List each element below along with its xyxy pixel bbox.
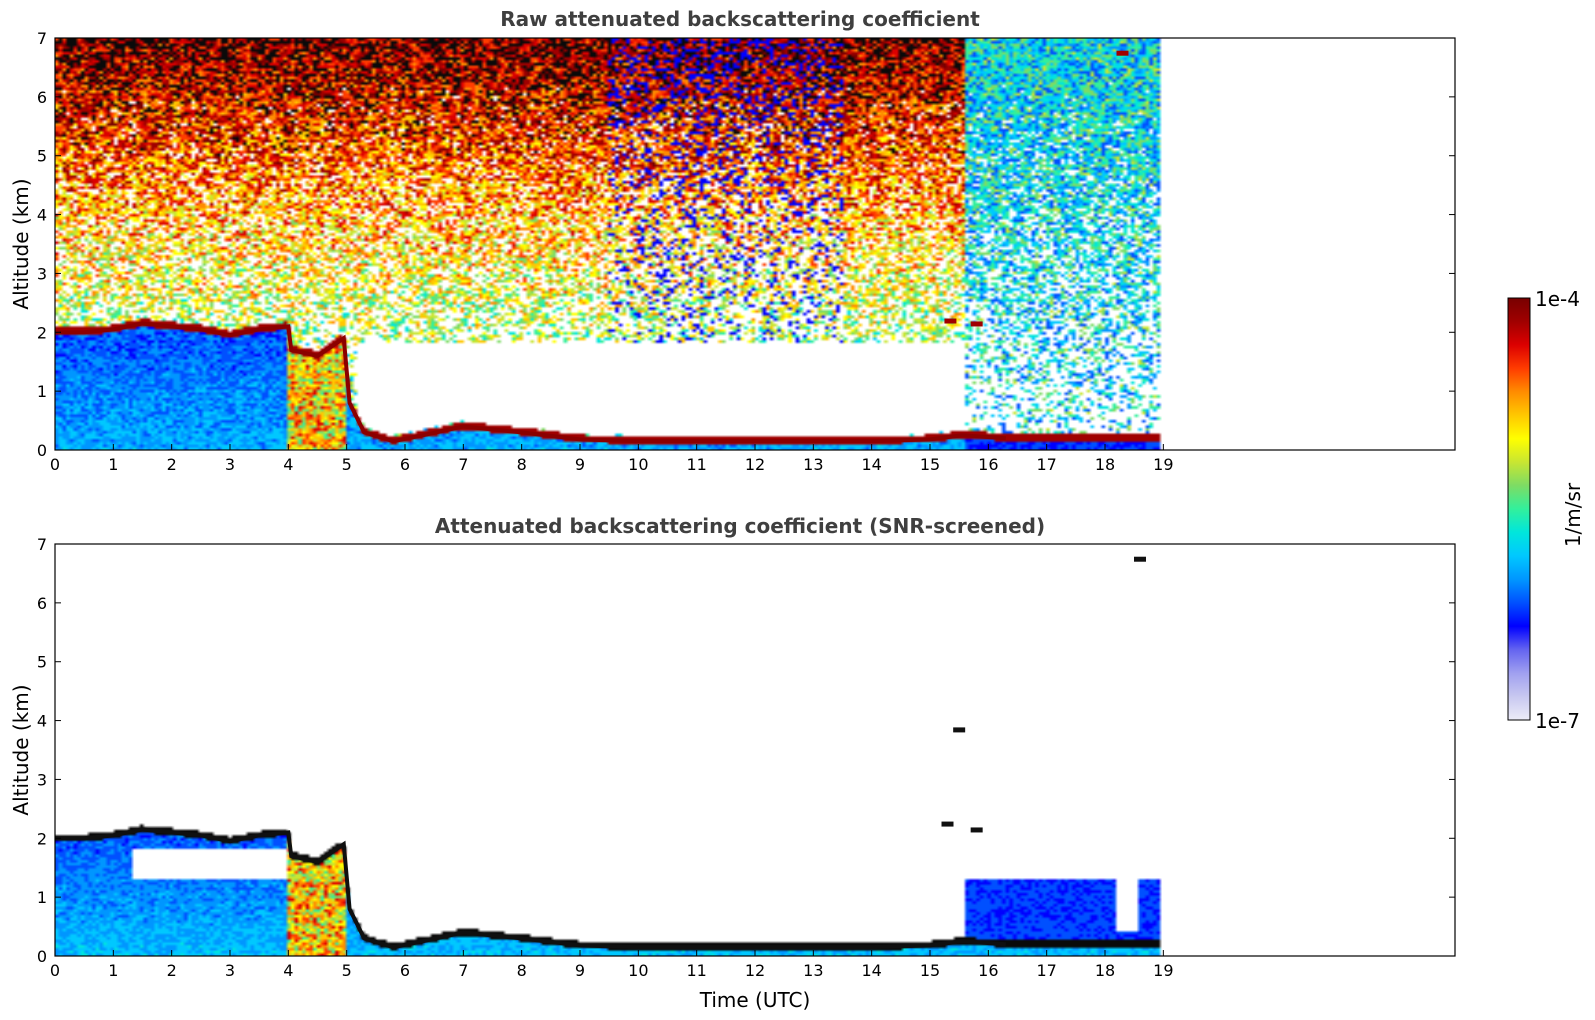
colorbar-gradient	[1507, 297, 1531, 721]
screened-x-tick-label-4: 4	[283, 961, 293, 980]
raw-x-tick-label-6: 6	[400, 455, 410, 474]
raw-x-tick-label-14: 14	[861, 455, 881, 474]
x-axis-label: Time (UTC)	[699, 988, 811, 1012]
screened-panel-title: Attenuated backscattering coefficient (S…	[435, 514, 1045, 538]
screened-x-tick-label-1: 1	[108, 961, 118, 980]
screened-x-tick-label-10: 10	[628, 961, 648, 980]
raw-y-tick-label-4: 4	[37, 206, 47, 225]
screened-y-tick-label-4: 4	[37, 712, 47, 731]
screened-x-tick-label-19: 19	[1153, 961, 1173, 980]
colorbar-min-label: 1e-7	[1535, 709, 1580, 733]
raw-x-tick-label-9: 9	[575, 455, 585, 474]
screened-x-tick-label-17: 17	[1036, 961, 1056, 980]
raw-x-tick-label-10: 10	[628, 455, 648, 474]
screened-y-tick-label-5: 5	[37, 653, 47, 672]
screened-backscatter-panel: Attenuated backscattering coefficient (S…	[9, 514, 1456, 1012]
screened-y-tick-label-7: 7	[37, 535, 47, 554]
raw-boundary-layer-line	[55, 321, 1006, 444]
colorbar-max-label: 1e-4	[1535, 287, 1580, 311]
raw-x-tick-label-3: 3	[225, 455, 235, 474]
screened-x-tick-label-11: 11	[686, 961, 706, 980]
raw-x-tick-label-13: 13	[803, 455, 823, 474]
raw-y-tick-label-0: 0	[37, 441, 47, 460]
raw-heatmap	[55, 38, 1455, 450]
screened-x-tick-label-7: 7	[458, 961, 468, 980]
raw-y-tick-label-3: 3	[37, 264, 47, 283]
screened-x-tick-label-2: 2	[167, 961, 177, 980]
raw-x-tick-label-11: 11	[686, 455, 706, 474]
screened-x-tick-label-16: 16	[978, 961, 998, 980]
raw-y-tick-label-6: 6	[37, 88, 47, 107]
screened-x-tick-label-13: 13	[803, 961, 823, 980]
raw-x-tick-label-12: 12	[745, 455, 765, 474]
screened-y-tick-label-0: 0	[37, 947, 47, 966]
screened-y-tick-label-6: 6	[37, 594, 47, 613]
screened-cloud-patch-0	[1134, 556, 1146, 562]
raw-x-tick-label-15: 15	[920, 455, 940, 474]
screened-heatmap	[55, 544, 1455, 956]
screened-y-tick-label-1: 1	[37, 888, 47, 907]
screened-x-tick-label-6: 6	[400, 961, 410, 980]
screened-boundary-layer-line	[55, 827, 1006, 950]
screened-x-tick-label-3: 3	[225, 961, 235, 980]
raw-x-tick-label-5: 5	[342, 455, 352, 474]
raw-x-tick-label-0: 0	[50, 455, 60, 474]
raw-x-tick-label-17: 17	[1036, 455, 1056, 474]
raw-y-tick-label-7: 7	[37, 29, 47, 48]
screened-y-tick-label-3: 3	[37, 770, 47, 789]
raw-panel-title: Raw attenuated backscattering coefficien…	[500, 7, 980, 31]
raw-y-tick-label-2: 2	[37, 323, 47, 342]
screened-x-tick-label-14: 14	[861, 961, 881, 980]
raw-backscatter-panel: Raw attenuated backscattering coefficien…	[9, 7, 1456, 474]
raw-x-tick-label-16: 16	[978, 455, 998, 474]
raw-cloud-patch-2	[970, 321, 983, 327]
raw-cloud-patch-1	[944, 318, 957, 324]
screened-x-tick-label-5: 5	[342, 961, 352, 980]
screened-y-tick-label-2: 2	[37, 829, 47, 848]
raw-y-tick-label-1: 1	[37, 382, 47, 401]
screened-cloud-patch-1	[953, 727, 966, 733]
screened-cloud-patch-3	[970, 827, 983, 833]
raw-x-tick-label-4: 4	[283, 455, 293, 474]
raw-x-tick-label-19: 19	[1153, 455, 1173, 474]
raw-y-axis-label: Altitude (km)	[9, 178, 33, 309]
screened-x-tick-label-15: 15	[920, 961, 940, 980]
screened-x-tick-label-18: 18	[1095, 961, 1115, 980]
raw-cloud-patch-0	[1116, 50, 1129, 56]
screened-heatmap-raster	[55, 544, 1455, 956]
raw-y-tick-label-5: 5	[37, 147, 47, 166]
screened-x-tick-label-9: 9	[575, 961, 585, 980]
raw-x-tick-label-8: 8	[517, 455, 527, 474]
colorbar-unit-label: 1/m/sr	[1561, 482, 1585, 547]
raw-heatmap-raster	[55, 38, 1455, 450]
raw-x-tick-label-1: 1	[108, 455, 118, 474]
screened-x-tick-label-8: 8	[517, 961, 527, 980]
screened-x-tick-label-0: 0	[50, 961, 60, 980]
screened-x-tick-label-12: 12	[745, 961, 765, 980]
screened-y-axis-label: Altitude (km)	[9, 684, 33, 815]
raw-x-tick-label-18: 18	[1095, 455, 1115, 474]
screened-cloud-patch-2	[941, 821, 954, 827]
raw-x-tick-label-7: 7	[458, 455, 468, 474]
raw-x-tick-label-2: 2	[167, 455, 177, 474]
colorbar: 1e-4 1e-7 1/m/sr	[1507, 287, 1585, 733]
